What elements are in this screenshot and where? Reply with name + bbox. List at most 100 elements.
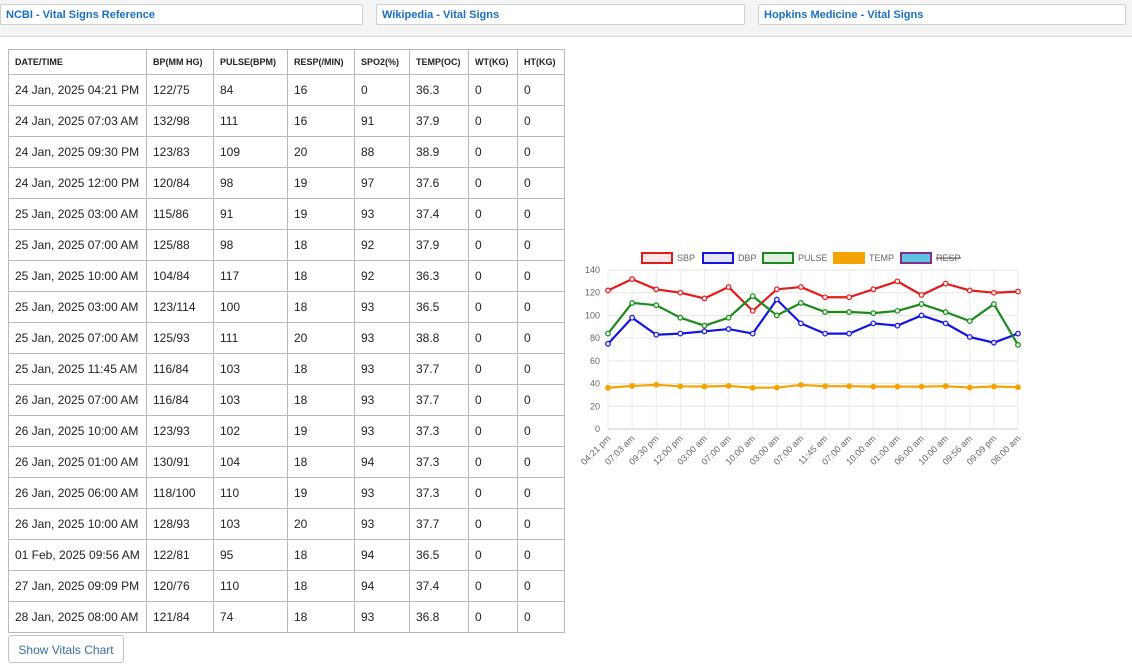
table-cell: 0 bbox=[517, 322, 565, 354]
table-cell: 95 bbox=[213, 539, 288, 571]
data-point-dbp bbox=[1015, 330, 1021, 337]
table-cell: 36.5 bbox=[409, 539, 469, 571]
data-point-temp bbox=[725, 383, 732, 389]
table-cell: 27 Jan, 2025 09:09 PM bbox=[8, 570, 147, 602]
data-point-pulse bbox=[1015, 342, 1021, 348]
data-point-pulse bbox=[629, 300, 636, 306]
table-cell: 93 bbox=[354, 384, 410, 416]
legend-label-dbp: DBP bbox=[738, 253, 757, 263]
data-point-pulse bbox=[725, 314, 732, 321]
data-point-temp bbox=[918, 383, 925, 390]
data-point-dbp bbox=[822, 330, 828, 337]
table-cell: 117 bbox=[213, 260, 288, 292]
table-cell: 0 bbox=[468, 198, 518, 230]
table-cell: 37.7 bbox=[409, 508, 469, 540]
ncbi-link[interactable]: NCBI - Vital Signs Reference bbox=[0, 4, 363, 25]
hopkins-link[interactable]: Hopkins Medicine - Vital Signs bbox=[758, 4, 1126, 25]
table-body: 24 Jan, 2025 04:21 PM 122/75 84 16 0 36.3 0 0 24… bbox=[8, 74, 565, 633]
data-point-dbp bbox=[605, 340, 611, 347]
table-cell: 93 bbox=[354, 322, 410, 354]
table-row: 25 Jan, 2025 10:00 AM 104/84 117 18 92 36.3 0 0 bbox=[8, 260, 565, 292]
show-vitals-chart-button[interactable]: Show Vitals Chart bbox=[8, 635, 124, 663]
table-cell: 0 bbox=[517, 539, 565, 571]
data-point-pulse bbox=[701, 322, 708, 329]
table-row: 24 Jan, 2025 12:00 PM 120/84 98 19 97 37.6 0 0 bbox=[8, 167, 565, 199]
table-cell: 37.6 bbox=[409, 167, 469, 199]
table-row: 26 Jan, 2025 10:00 AM 128/93 103 20 93 37.7 0 0 bbox=[8, 508, 565, 540]
table-cell: 20 bbox=[287, 322, 355, 354]
data-point-pulse bbox=[846, 309, 853, 315]
table-cell: 36.3 bbox=[409, 260, 469, 292]
table-row: 24 Jan, 2025 07:03 AM 132/98 111 16 91 37.9 0 0 bbox=[8, 105, 565, 137]
table-cell: 100 bbox=[213, 291, 288, 323]
table-cell: 36.5 bbox=[409, 291, 469, 323]
data-point-temp bbox=[677, 383, 684, 390]
data-point-dbp bbox=[653, 331, 660, 338]
table-cell: 132/98 bbox=[146, 105, 214, 137]
table-cell: 104 bbox=[213, 446, 288, 478]
data-point-temp bbox=[990, 383, 997, 390]
table-cell: 37.7 bbox=[409, 384, 469, 416]
table-cell: 19 bbox=[287, 415, 355, 447]
column-header: WT(KG) bbox=[468, 49, 518, 75]
data-point-temp bbox=[773, 384, 780, 391]
data-point-temp bbox=[942, 383, 949, 390]
table-cell: 0 bbox=[517, 446, 565, 478]
column-header: HT(KG) bbox=[517, 49, 565, 75]
table-cell: 0 bbox=[517, 601, 565, 633]
table-cell: 18 bbox=[287, 291, 355, 323]
table-cell: 0 bbox=[517, 415, 565, 447]
table-cell: 25 Jan, 2025 03:00 AM bbox=[8, 198, 147, 230]
series-line-sbp bbox=[607, 277, 1019, 312]
table-cell: 74 bbox=[213, 601, 288, 633]
data-point-sbp bbox=[725, 284, 732, 290]
table-cell: 19 bbox=[287, 198, 355, 230]
table-cell: 111 bbox=[213, 322, 288, 354]
table-cell: 38.9 bbox=[409, 136, 469, 168]
table-cell: 0 bbox=[517, 477, 565, 509]
table-cell: 120/84 bbox=[146, 167, 214, 199]
table-cell: 94 bbox=[354, 446, 410, 478]
data-point-dbp bbox=[629, 314, 636, 321]
table-cell: 24 Jan, 2025 04:21 PM bbox=[8, 74, 147, 106]
table-cell: 115/86 bbox=[146, 198, 214, 230]
table-cell: 24 Jan, 2025 09:30 PM bbox=[8, 136, 147, 168]
data-point-sbp bbox=[629, 276, 636, 282]
legend-swatch-dbp bbox=[702, 252, 734, 264]
data-point-temp bbox=[605, 384, 611, 391]
table-cell: 24 Jan, 2025 07:03 AM bbox=[8, 105, 147, 137]
data-point-dbp bbox=[773, 296, 780, 303]
table-cell: 0 bbox=[354, 74, 410, 106]
table-row: 24 Jan, 2025 09:30 PM 123/83 109 20 88 38.9 0 0 bbox=[8, 136, 565, 168]
table-cell: 92 bbox=[354, 260, 410, 292]
data-point-temp bbox=[846, 383, 853, 390]
table-cell: 18 bbox=[287, 446, 355, 478]
data-point-temp bbox=[894, 383, 901, 390]
data-point-sbp bbox=[870, 286, 877, 293]
table-cell: 24 Jan, 2025 12:00 PM bbox=[8, 167, 147, 199]
table-cell: 38.8 bbox=[409, 322, 469, 354]
table-row: 25 Jan, 2025 07:00 AM 125/88 98 18 92 37.9 0 0 bbox=[8, 229, 565, 261]
table-cell: 93 bbox=[354, 415, 410, 447]
data-point-dbp bbox=[798, 320, 804, 327]
table-cell: 36.8 bbox=[409, 601, 469, 633]
data-point-pulse bbox=[653, 302, 660, 309]
table-cell: 91 bbox=[213, 198, 288, 230]
data-point-dbp bbox=[677, 330, 684, 337]
table-cell: 0 bbox=[517, 353, 565, 385]
table-row: 26 Jan, 2025 10:00 AM 123/93 102 19 93 37.3 0 0 bbox=[8, 415, 565, 447]
wikipedia-link[interactable]: Wikipedia - Vital Signs bbox=[376, 4, 745, 25]
table-cell: 0 bbox=[468, 353, 518, 385]
table-cell: 19 bbox=[287, 477, 355, 509]
table-cell: 102 bbox=[213, 415, 288, 447]
data-point-sbp bbox=[894, 278, 901, 285]
data-point-dbp bbox=[990, 339, 997, 346]
data-point-pulse bbox=[990, 301, 997, 307]
table-cell: 93 bbox=[354, 353, 410, 385]
data-point-temp bbox=[798, 382, 804, 388]
table-cell: 37.3 bbox=[409, 446, 469, 478]
table-cell: 28 Jan, 2025 08:00 AM bbox=[8, 601, 147, 633]
table-cell: 0 bbox=[468, 415, 518, 447]
legend-swatch-sbp bbox=[641, 252, 673, 264]
table-cell: 37.9 bbox=[409, 105, 469, 137]
